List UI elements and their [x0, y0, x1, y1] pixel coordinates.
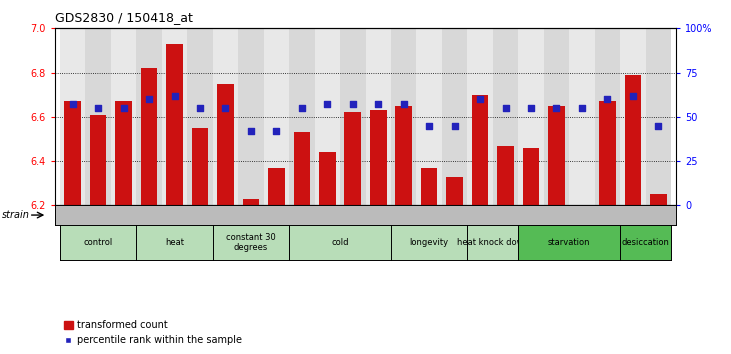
Bar: [289, 28, 314, 205]
Bar: [595, 28, 620, 205]
Point: [245, 128, 257, 134]
Bar: [115, 101, 132, 205]
Bar: [624, 75, 641, 205]
Bar: [238, 28, 264, 205]
Bar: [340, 28, 366, 205]
Bar: [395, 106, 412, 205]
Bar: [294, 132, 310, 205]
Bar: [217, 84, 234, 205]
Text: cold: cold: [331, 238, 349, 247]
Point: [92, 105, 104, 111]
Point: [474, 96, 486, 102]
Point: [653, 123, 664, 129]
Point: [118, 105, 129, 111]
Bar: [544, 28, 569, 205]
Bar: [243, 199, 260, 205]
Text: desiccation: desiccation: [621, 238, 670, 247]
Bar: [620, 28, 645, 205]
Point: [194, 105, 206, 111]
Point: [627, 93, 639, 98]
Bar: [467, 28, 493, 205]
Bar: [497, 145, 514, 205]
Bar: [599, 101, 616, 205]
Text: heat: heat: [165, 238, 184, 247]
Text: starvation: starvation: [548, 238, 591, 247]
Bar: [442, 28, 467, 205]
Text: strain: strain: [1, 210, 29, 220]
Bar: [650, 194, 667, 205]
Bar: [421, 168, 437, 205]
Bar: [366, 28, 391, 205]
Bar: [166, 44, 183, 205]
Point: [500, 105, 512, 111]
Bar: [417, 28, 442, 205]
Bar: [213, 28, 238, 205]
Bar: [314, 28, 340, 205]
Text: control: control: [83, 238, 113, 247]
Bar: [264, 28, 289, 205]
Point: [143, 96, 155, 102]
Bar: [111, 28, 136, 205]
Bar: [192, 128, 208, 205]
Point: [347, 102, 359, 107]
Bar: [548, 106, 565, 205]
Bar: [471, 95, 488, 205]
Point: [602, 96, 613, 102]
Point: [449, 123, 461, 129]
Bar: [391, 28, 417, 205]
Bar: [141, 68, 157, 205]
Bar: [493, 28, 518, 205]
Bar: [447, 177, 463, 205]
Point: [372, 102, 384, 107]
Bar: [518, 28, 544, 205]
Bar: [136, 28, 162, 205]
Bar: [60, 28, 86, 205]
Text: heat knock down: heat knock down: [457, 238, 529, 247]
Point: [525, 105, 537, 111]
Bar: [569, 28, 595, 205]
Point: [67, 102, 78, 107]
Point: [550, 105, 562, 111]
Bar: [86, 28, 111, 205]
Text: longevity: longevity: [409, 238, 449, 247]
Bar: [344, 113, 361, 205]
Point: [296, 105, 308, 111]
Bar: [64, 101, 81, 205]
Text: GDS2830 / 150418_at: GDS2830 / 150418_at: [55, 11, 193, 24]
Point: [322, 102, 333, 107]
Point: [398, 102, 409, 107]
Bar: [268, 168, 284, 205]
Bar: [162, 28, 187, 205]
Point: [219, 105, 231, 111]
Bar: [523, 148, 539, 205]
Bar: [370, 110, 387, 205]
Point: [576, 105, 588, 111]
Point: [169, 93, 181, 98]
Bar: [319, 152, 336, 205]
Bar: [645, 28, 671, 205]
Point: [423, 123, 435, 129]
Bar: [90, 115, 107, 205]
Legend: transformed count, percentile rank within the sample: transformed count, percentile rank withi…: [60, 316, 246, 349]
Point: [270, 128, 282, 134]
Text: constant 30
degrees: constant 30 degrees: [226, 233, 276, 252]
Bar: [187, 28, 213, 205]
